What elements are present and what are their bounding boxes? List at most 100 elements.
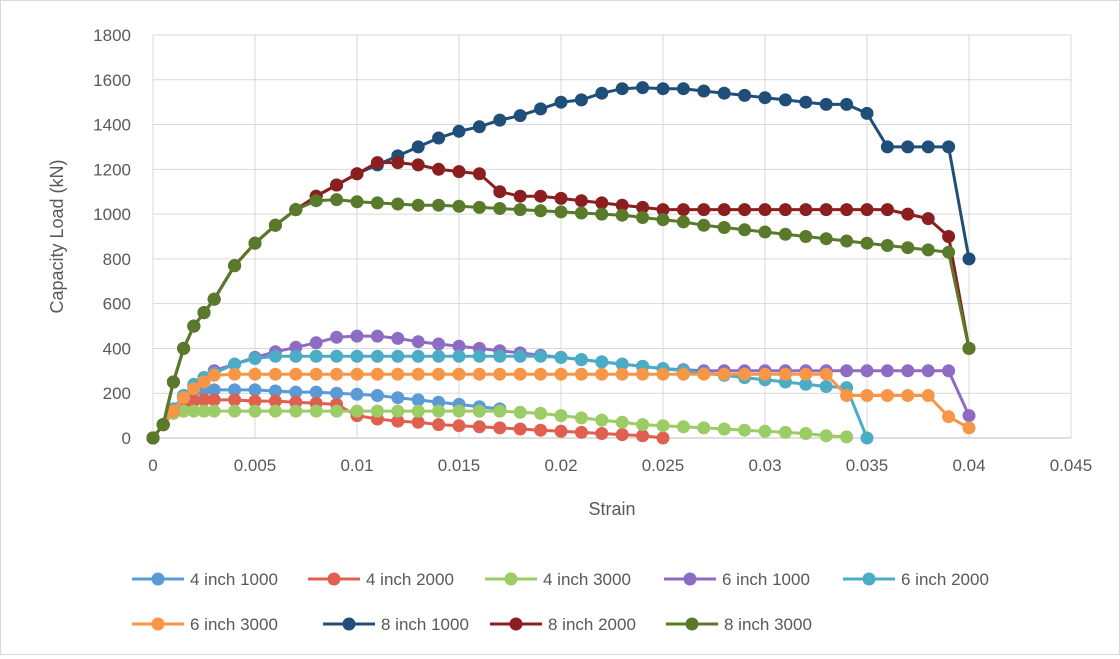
data-point [840,203,854,217]
data-point [330,404,344,418]
data-point [228,367,242,381]
data-point [574,93,588,107]
data-point [717,203,731,217]
data-point [942,140,956,154]
data-point [289,385,303,399]
data-point [248,367,262,381]
data-point [472,367,486,381]
series-layer [146,81,976,445]
data-point [717,86,731,100]
x-axis-title: Strain [588,499,635,519]
data-point [595,367,609,381]
data-point [411,367,425,381]
data-point [493,404,507,418]
data-point [656,203,670,217]
data-point [595,207,609,221]
legend-entry: 4 inch 2000 [308,570,454,589]
data-point [197,306,211,320]
series-6-inch-3000 [146,367,976,445]
data-point [248,383,262,397]
data-point [942,410,956,424]
legend-entry: 8 inch 2000 [490,615,636,634]
data-point [493,185,507,199]
data-point [595,427,609,440]
data-point [615,208,629,222]
data-point [636,81,650,95]
data-point [391,391,405,405]
data-point [615,367,629,381]
data-point [799,427,813,440]
data-point [799,367,813,381]
data-point [289,395,303,409]
y-tick-label: 200 [103,384,131,403]
data-point [330,386,344,400]
data-point [738,367,752,381]
data-point [432,162,446,176]
data-point [370,349,384,363]
data-point [248,236,262,250]
data-point [432,131,446,145]
series-8-inch-3000 [146,193,976,445]
data-point [411,415,425,429]
x-tick-label: 0.025 [642,456,685,475]
data-point [717,221,731,234]
data-point [472,167,486,181]
data-point [738,423,752,437]
data-point [513,109,527,123]
data-point [738,203,752,217]
data-point [370,367,384,381]
data-point [228,383,242,397]
data-point [146,431,160,445]
data-point [738,223,752,237]
data-point [819,429,833,443]
data-point [197,375,211,389]
data-point [289,340,303,354]
y-tick-label: 1600 [93,71,131,90]
data-point [880,239,894,252]
data-point [268,349,282,363]
data-point [615,357,629,371]
data-point [330,330,344,344]
data-point [391,331,405,345]
data-point [493,113,507,127]
data-point [758,91,772,105]
data-point [880,203,894,217]
data-point [819,380,833,393]
legend-entry: 4 inch 1000 [132,570,278,589]
data-point [452,404,466,418]
legend-label: 6 inch 3000 [190,615,278,634]
data-point [962,341,976,355]
data-point [574,425,588,439]
data-point [197,393,211,407]
legend-swatch-marker [151,572,165,586]
y-tick-label: 800 [103,250,131,269]
data-point [636,429,650,443]
data-point [391,367,405,381]
data-point [534,102,548,116]
data-point [309,194,323,208]
legend-swatch-marker [151,617,165,631]
data-point [452,419,466,433]
data-point [493,421,507,435]
data-point [758,225,772,239]
legend-entry: 6 inch 3000 [132,615,278,634]
data-point [166,404,180,418]
data-point [350,167,364,181]
data-point [819,203,833,217]
data-point [207,404,221,418]
data-point [880,364,894,378]
data-point [432,337,446,351]
data-point [391,349,405,363]
data-point [350,195,364,209]
legend-entry: 8 inch 3000 [666,615,812,634]
data-point [676,203,690,217]
data-point [819,367,833,381]
data-point [942,230,956,243]
x-tick-label: 0.035 [846,456,889,475]
data-point [330,193,344,207]
data-point [921,389,935,402]
data-point [860,431,874,445]
data-point [778,93,792,107]
data-point [452,349,466,363]
legend-label: 6 inch 2000 [901,570,989,589]
